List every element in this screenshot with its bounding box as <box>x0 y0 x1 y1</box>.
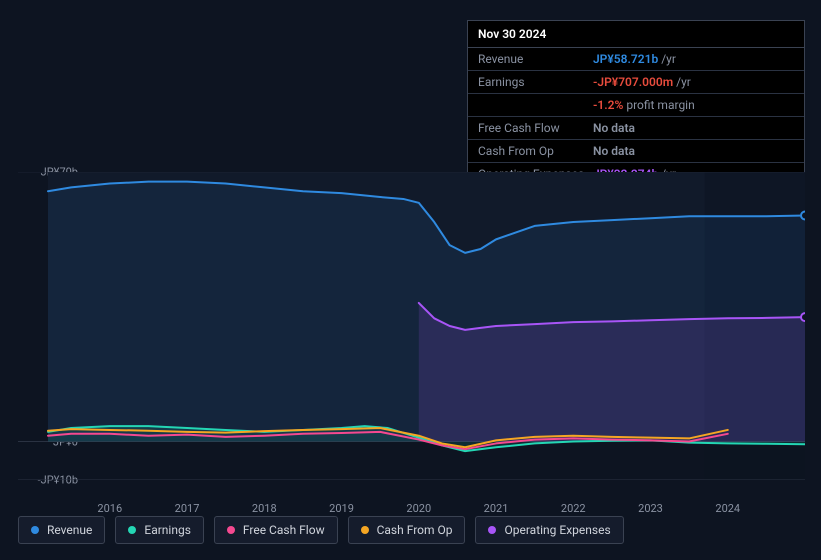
x-tick-label: 2020 <box>406 502 431 515</box>
legend-label: Revenue <box>47 523 92 537</box>
tooltip-row: RevenueJP¥58.721b /yr <box>468 48 804 71</box>
x-tick-label: 2019 <box>329 502 354 515</box>
x-tick-label: 2018 <box>252 502 277 515</box>
legend-dot-icon <box>361 526 369 534</box>
tooltip-row: -1.2% profit margin <box>468 94 804 117</box>
legend-item-free-cash-flow[interactable]: Free Cash Flow <box>214 516 338 544</box>
tooltip-metric-label: Free Cash Flow <box>478 121 593 135</box>
legend-label: Operating Expenses <box>504 523 610 537</box>
tooltip-row: Earnings-JP¥707.000m /yr <box>468 71 804 94</box>
tooltip-metric-value: -1.2% profit margin <box>593 98 794 112</box>
legend-label: Free Cash Flow <box>243 523 325 537</box>
tooltip-metric-label: Cash From Op <box>478 144 593 158</box>
tooltip-metric-label: Revenue <box>478 52 593 66</box>
legend-dot-icon <box>488 526 496 534</box>
legend-dot-icon <box>227 526 235 534</box>
legend-item-operating-expenses[interactable]: Operating Expenses <box>475 516 623 544</box>
x-tick-label: 2023 <box>638 502 663 515</box>
tooltip-metric-value: -JP¥707.000m /yr <box>593 75 794 89</box>
legend-label: Earnings <box>144 523 191 537</box>
x-tick-label: 2016 <box>97 502 122 515</box>
x-tick-label: 2021 <box>484 502 509 515</box>
x-tick-label: 2017 <box>175 502 200 515</box>
chart-area: JP¥70bJP¥0-JP¥10b 2016201720182019202020… <box>18 160 805 480</box>
tooltip-metric-label: Earnings <box>478 75 593 89</box>
x-tick-label: 2024 <box>715 502 740 515</box>
legend-label: Cash From Op <box>377 523 453 537</box>
tooltip-date: Nov 30 2024 <box>468 21 804 48</box>
legend: Revenue Earnings Free Cash Flow Cash From O… <box>18 516 624 544</box>
legend-item-cash-from-op[interactable]: Cash From Op <box>348 516 466 544</box>
legend-item-revenue[interactable]: Revenue <box>18 516 105 544</box>
tooltip-metric-value: No data <box>593 121 794 135</box>
tooltip-metric-value: JP¥58.721b /yr <box>593 52 794 66</box>
legend-dot-icon <box>128 526 136 534</box>
chart-plot[interactable] <box>18 172 805 480</box>
legend-item-earnings[interactable]: Earnings <box>115 516 204 544</box>
tooltip-metric-value: No data <box>593 144 794 158</box>
legend-dot-icon <box>31 526 39 534</box>
x-tick-label: 2022 <box>561 502 586 515</box>
tooltip-metric-label <box>478 98 593 112</box>
tooltip-row: Free Cash FlowNo data <box>468 117 804 140</box>
